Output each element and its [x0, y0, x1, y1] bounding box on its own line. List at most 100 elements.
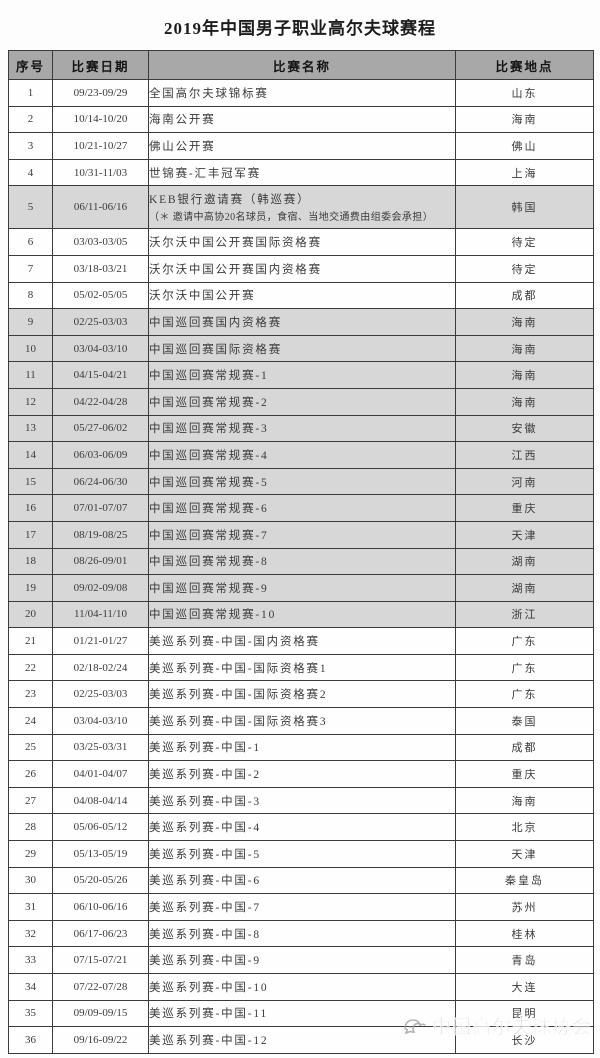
tournament-name: 中国巡回赛常规赛-7: [149, 529, 269, 542]
row-index-cell: 26: [8, 760, 53, 788]
table-row: 2 10/14-10/20 海南公开赛 海南: [8, 105, 594, 134]
row-name-cell: 沃尔沃中国公开赛: [148, 281, 456, 310]
row-location-cell: 山东: [455, 79, 594, 107]
row-name-cell: 美巡系列赛-中国-9: [148, 946, 456, 974]
row-date-cell: 09/23-09/29: [52, 79, 149, 107]
row-date-cell: 05/02-05/05: [52, 281, 149, 310]
row-location-cell: 青岛: [455, 946, 594, 974]
row-index-cell: 19: [8, 574, 53, 602]
row-location-cell: 湖南: [455, 547, 594, 576]
row-location-cell: 河南: [455, 467, 594, 496]
row-location-cell: 苏州: [455, 893, 594, 921]
row-index-cell: 33: [8, 946, 53, 974]
tournament-name: 沃尔沃中国公开赛国际资格赛: [149, 237, 322, 250]
tournament-name: 美巡系列赛-中国-国际资格赛3: [149, 715, 328, 728]
table-row: 8 05/02-05/05 沃尔沃中国公开赛 成都: [8, 281, 594, 310]
tournament-name: 美巡系列赛-中国-8: [149, 928, 261, 941]
row-name-cell: 美巡系列赛-中国-12: [148, 1026, 456, 1054]
row-index-cell: 5: [8, 185, 53, 230]
tournament-name: 美巡系列赛-中国-4: [149, 822, 261, 835]
tournament-name: 中国巡回赛常规赛-9: [149, 582, 269, 595]
row-date-cell: 02/25-03/03: [52, 680, 149, 709]
row-name-cell: KEB银行邀请赛（韩巡赛） （＊ 邀请中高协20名球员，食宿、当地交通费由组委会承…: [148, 185, 456, 230]
row-location-cell: 昆明: [455, 999, 594, 1028]
row-index-cell: 9: [8, 308, 53, 336]
tournament-name: 中国巡回赛国际资格赛: [149, 343, 282, 356]
row-index-cell: 6: [8, 228, 53, 256]
tournament-name: 美巡系列赛-中国-1: [149, 742, 261, 755]
row-date-cell: 01/21-01/27: [52, 627, 149, 655]
row-date-cell: 02/18-02/24: [52, 653, 149, 682]
row-name-cell: 全国高尔夫球锦标赛: [148, 79, 456, 107]
row-location-cell: 成都: [455, 281, 594, 310]
table-row: 10 03/04-03/10 中国巡回赛国际资格赛 海南: [8, 334, 594, 363]
row-date-cell: 07/15-07/21: [52, 946, 149, 974]
row-index-cell: 25: [8, 733, 53, 762]
row-date-cell: 05/20-05/26: [52, 866, 149, 895]
table-row: 33 07/15-07/21 美巡系列赛-中国-9 青岛: [8, 946, 594, 974]
row-index-cell: 35: [8, 999, 53, 1028]
row-location-cell: 长沙: [455, 1026, 594, 1054]
table-row: 19 09/02-09/08 中国巡回赛常规赛-9 湖南: [8, 574, 594, 602]
table-row: 29 05/13-05/19 美巡系列赛-中国-5 天津: [8, 840, 594, 868]
table-row: 21 01/21-01/27 美巡系列赛-中国-国内资格赛 广东: [8, 627, 594, 655]
table-row: 35 09/09-09/15 美巡系列赛-中国-11 昆明: [8, 999, 594, 1028]
column-header-name: 比赛名称: [148, 50, 456, 80]
table-row: 15 06/24-06/30 中国巡回赛常规赛-5 河南: [8, 467, 594, 496]
row-location-cell: 北京: [455, 813, 594, 842]
row-date-cell: 08/26-09/01: [52, 547, 149, 576]
table-row: 9 02/25-03/03 中国巡回赛国内资格赛 海南: [8, 308, 594, 336]
row-location-cell: 海南: [455, 105, 594, 134]
column-header-index: 序号: [8, 50, 53, 80]
row-index-cell: 31: [8, 893, 53, 921]
table-row: 17 08/19-08/25 中国巡回赛常规赛-7 天津: [8, 520, 594, 549]
row-date-cell: 05/27-06/02: [52, 414, 149, 443]
row-location-cell: 海南: [455, 334, 594, 363]
row-index-cell: 24: [8, 707, 53, 735]
row-name-cell: 美巡系列赛-中国-7: [148, 893, 456, 921]
row-name-cell: 美巡系列赛-中国-1: [148, 733, 456, 762]
tournament-name: 美巡系列赛-中国-10: [149, 981, 269, 994]
row-name-cell: 中国巡回赛国际资格赛: [148, 334, 456, 363]
row-location-cell: 广东: [455, 627, 594, 655]
row-index-cell: 28: [8, 813, 53, 842]
row-date-cell: 03/25-03/31: [52, 733, 149, 762]
tournament-name: 美巡系列赛-中国-6: [149, 875, 261, 888]
row-name-cell: 中国巡回赛常规赛-7: [148, 520, 456, 549]
row-location-cell: 重庆: [455, 760, 594, 788]
row-name-cell: 海南公开赛: [148, 105, 456, 134]
row-location-cell: 广东: [455, 653, 594, 682]
tournament-name: 世锦赛-汇丰冠军赛: [149, 167, 262, 180]
row-date-cell: 11/04-11/10: [52, 600, 149, 629]
row-date-cell: 06/17-06/23: [52, 919, 149, 948]
tournament-name: 中国巡回赛常规赛-2: [149, 396, 269, 409]
row-index-cell: 27: [8, 786, 53, 815]
table-row: 22 02/18-02/24 美巡系列赛-中国-国际资格赛1 广东: [8, 653, 594, 682]
row-name-cell: 美巡系列赛-中国-国内资格赛: [148, 627, 456, 655]
row-index-cell: 21: [8, 627, 53, 655]
row-date-cell: 09/16-09/22: [52, 1026, 149, 1054]
row-date-cell: 04/01-04/07: [52, 760, 149, 788]
tournament-name: 佛山公开赛: [149, 140, 216, 153]
row-index-cell: 18: [8, 547, 53, 576]
table-row: 12 04/22-04/28 中国巡回赛常规赛-2 海南: [8, 387, 594, 416]
row-name-cell: 沃尔沃中国公开赛国内资格赛: [148, 254, 456, 283]
row-location-cell: 大连: [455, 973, 594, 1001]
table-row: 18 08/26-09/01 中国巡回赛常规赛-8 湖南: [8, 547, 594, 576]
row-location-cell: 海南: [455, 308, 594, 336]
row-name-cell: 中国巡回赛常规赛-9: [148, 574, 456, 602]
row-location-cell: 湖南: [455, 574, 594, 602]
row-location-cell: 海南: [455, 387, 594, 416]
header-row: 序号 比赛日期 比赛名称 比赛地点: [8, 50, 594, 80]
tournament-name: 美巡系列赛-中国-9: [149, 955, 261, 968]
row-location-cell: 海南: [455, 361, 594, 389]
row-name-cell: 中国巡回赛常规赛-6: [148, 494, 456, 522]
row-index-cell: 3: [8, 132, 53, 160]
schedule-table: 序号 比赛日期 比赛名称 比赛地点 1 09/23-09/29 全国高尔夫球锦标赛 山…: [8, 50, 594, 1054]
table-row: 1 09/23-09/29 全国高尔夫球锦标赛 山东: [8, 79, 594, 107]
tournament-name: 美巡系列赛-中国-国际资格赛1: [149, 662, 328, 675]
table-row: 25 03/25-03/31 美巡系列赛-中国-1 成都: [8, 733, 594, 762]
row-index-cell: 34: [8, 973, 53, 1001]
row-location-cell: 天津: [455, 840, 594, 868]
row-date-cell: 03/04-03/10: [52, 707, 149, 735]
